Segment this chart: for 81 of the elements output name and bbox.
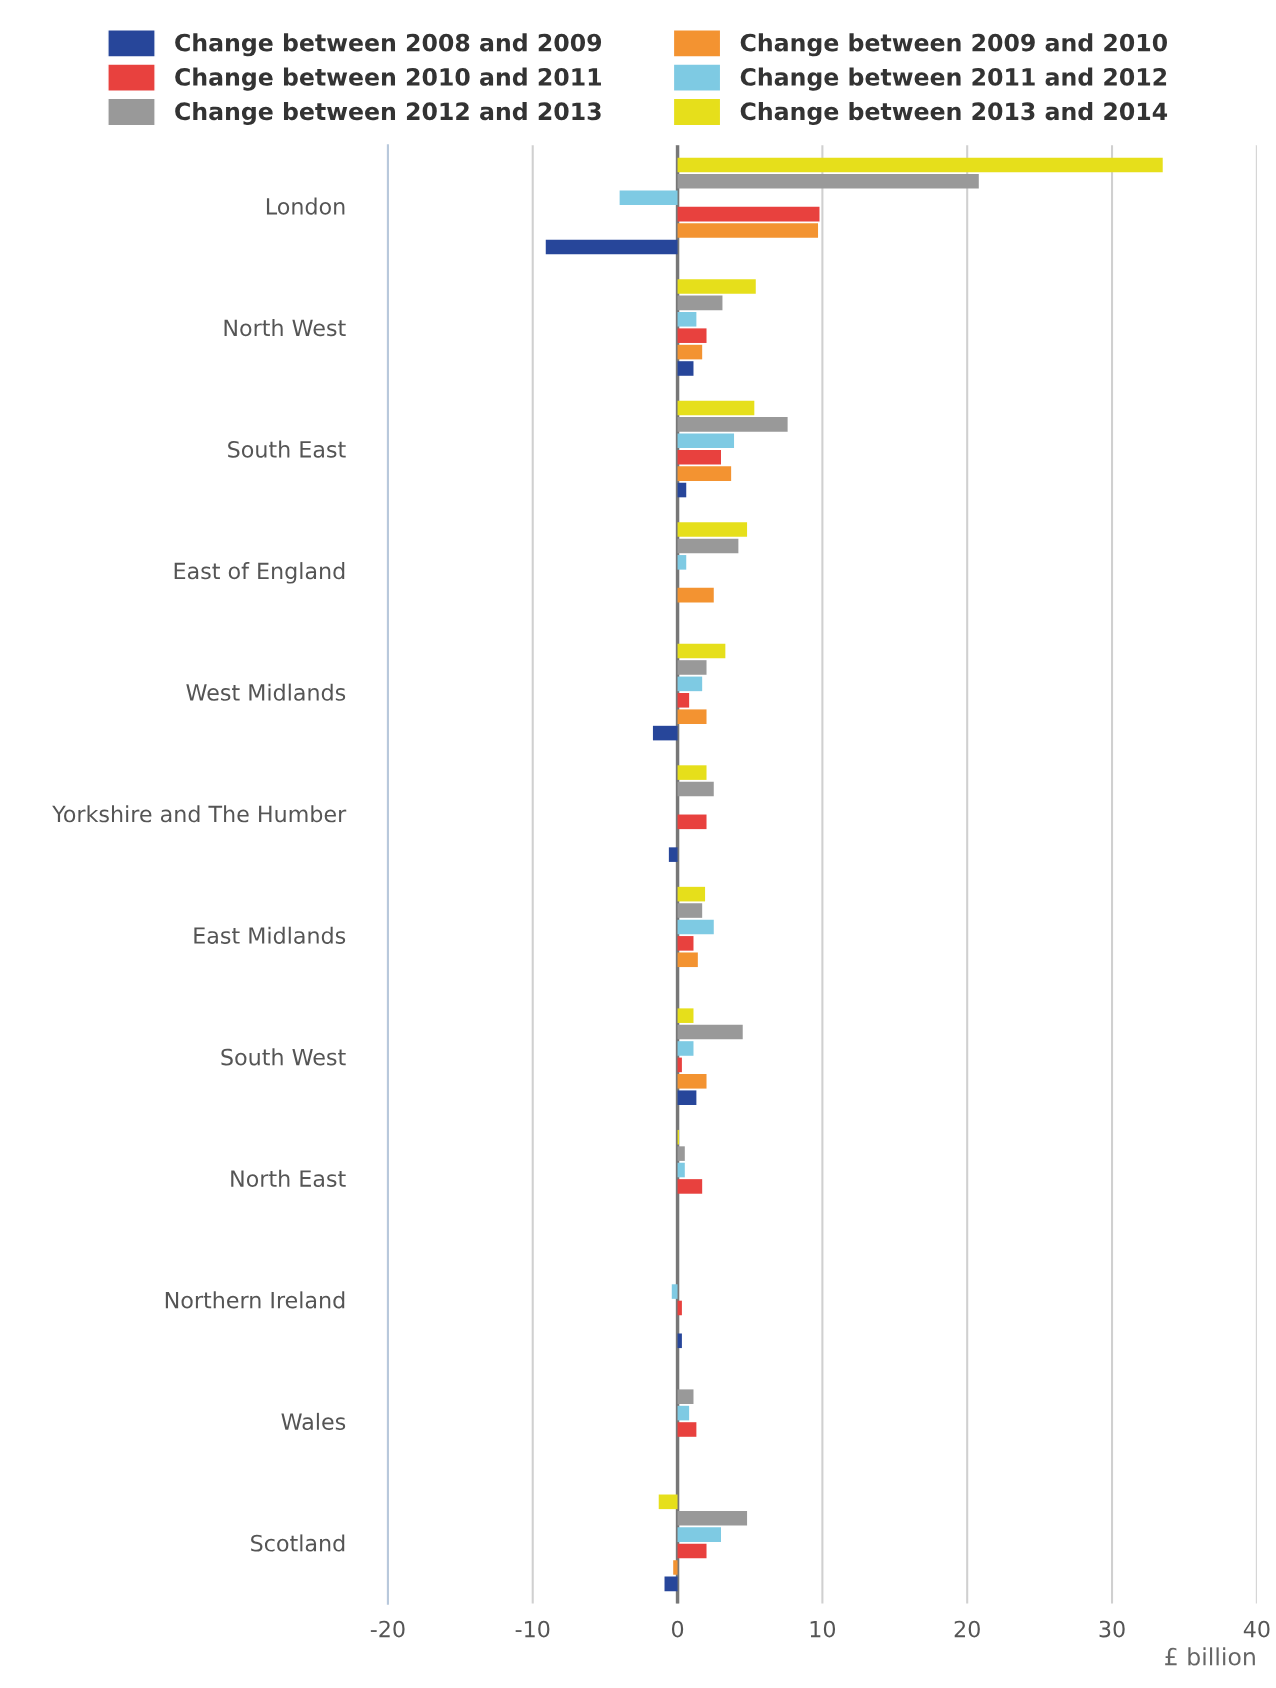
bar [677,1527,721,1542]
y-tick-label: South East [228,440,346,458]
bar [677,433,735,449]
bar [677,660,707,675]
y-tick-label: Scotland [251,1534,345,1552]
y-tick-label: North West [224,319,346,337]
bar [677,1162,685,1178]
legend-label: Change between 2013 and 2014 [740,101,1168,125]
bar [677,1333,682,1349]
bar [677,1405,690,1421]
bar [677,1146,685,1161]
bar [677,1074,707,1089]
bar [677,781,714,797]
bar [677,919,714,935]
bar [677,952,698,968]
bar [664,1576,678,1592]
bar [677,328,707,343]
bar [677,449,721,465]
x-axis-title: £ billion [1165,1647,1255,1666]
bar [677,538,739,554]
bar [677,814,707,830]
y-tick-label: East of England [174,562,345,584]
bar [677,466,732,481]
bar [677,1422,697,1437]
bar [677,1024,743,1040]
y-tick-label: Northern Ireland [165,1291,345,1309]
bar [677,692,690,708]
x-tick-label: -10 [515,1620,550,1638]
bar [668,847,678,862]
y-tick-label: Yorkshire and The Humber [52,805,347,823]
bar [677,157,1163,173]
bar [677,1041,694,1056]
y-tick-label: London [266,197,345,215]
x-tick-label: 10 [810,1620,836,1638]
y-tick-label: West Midlands [186,683,346,701]
bar [677,1008,694,1023]
bar [677,223,819,238]
bar [673,1560,678,1575]
legend-label: Change between 2008 and 2009 [175,33,602,57]
x-tick-label: 30 [1099,1620,1125,1638]
bar [677,206,820,222]
bar [677,1090,697,1105]
bar [677,522,748,537]
bar [677,765,707,780]
bar [677,709,707,724]
bar [677,344,703,360]
bar [677,1543,707,1559]
bar [677,587,714,603]
bar [677,1510,748,1526]
bar [677,361,694,376]
bar [677,676,703,692]
legend-label: Change between 2009 and 2010 [740,33,1167,57]
legend-label: Change between 2011 and 2012 [740,67,1167,91]
x-tick-label: -20 [370,1620,405,1638]
y-tick-label: North East [231,1169,346,1187]
x-tick-label: 20 [954,1620,980,1638]
bar [677,311,697,327]
bar [677,295,723,311]
bar [671,1284,678,1299]
x-tick-label: 40 [1243,1620,1270,1638]
bar [619,190,678,206]
bar [652,725,678,741]
bar [677,279,756,294]
bar [658,1494,678,1510]
bar [677,400,755,416]
bar [545,239,678,255]
bar [677,174,979,189]
bar [677,1389,694,1404]
bar [677,936,694,951]
y-tick-label: Wales [281,1412,346,1431]
y-tick-label: South West [221,1048,346,1066]
bar [677,555,687,570]
bar [677,886,706,902]
x-tick-label: 0 [671,1620,684,1638]
bar [677,1179,703,1194]
legend-label: Change between 2010 and 2011 [175,67,601,91]
y-tick-label: East Midlands [194,926,346,944]
bar [677,903,703,918]
legend-label: Change between 2012 and 2013 [175,101,601,125]
bar [677,417,788,432]
bar [677,643,726,659]
